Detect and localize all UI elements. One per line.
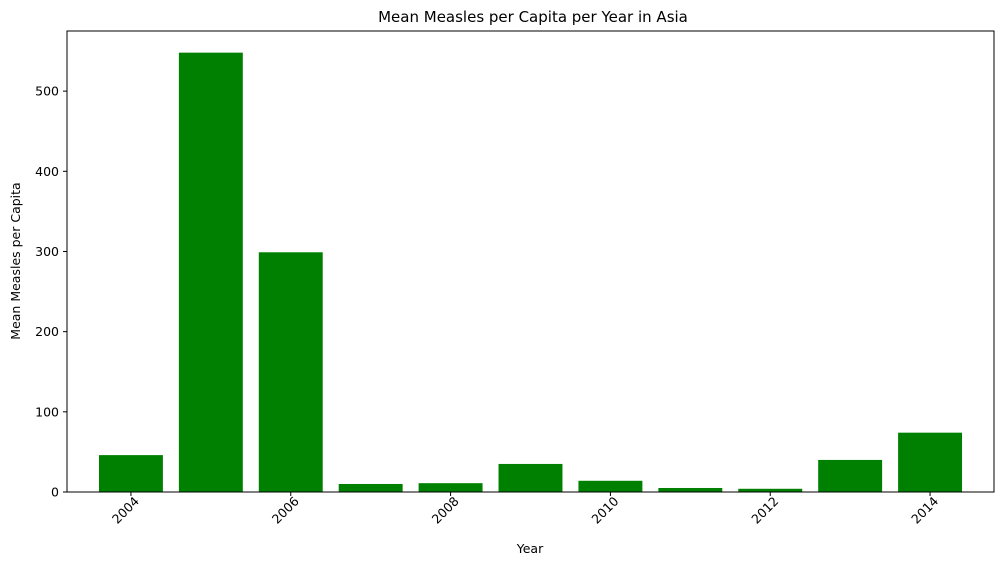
bar-2005 [178, 52, 243, 493]
bar-2012 [738, 488, 803, 492]
y-tick-label: 500 [35, 84, 59, 99]
y-tick-label: 100 [35, 404, 59, 419]
bar-2007 [338, 483, 403, 492]
bar-2009 [498, 463, 563, 492]
x-axis: 2004 2006 2008 2010 2012 2014 [109, 492, 941, 527]
chart-title: Mean Measles per Capita per Year in Asia [378, 8, 688, 26]
bar-2004 [98, 455, 163, 492]
y-tick-label: 0 [51, 485, 59, 500]
bar-2013 [818, 459, 883, 492]
plot-frame [66, 30, 995, 493]
y-tick-label: 200 [35, 324, 59, 339]
bar-2006 [258, 252, 323, 492]
x-tick-label: 2010 [588, 493, 621, 526]
x-tick-label: 2006 [269, 493, 302, 526]
y-tick-label: 300 [35, 244, 59, 259]
y-axis-label: Mean Measles per Capita [8, 182, 23, 339]
y-tick-label: 400 [35, 164, 59, 179]
bars-group [98, 52, 963, 493]
x-tick-label: 2014 [908, 493, 941, 526]
x-tick-label: 2012 [748, 494, 781, 527]
bar-2011 [658, 487, 723, 492]
bar-2010 [578, 480, 643, 492]
bar-2014 [898, 432, 963, 492]
bar-2008 [418, 483, 483, 492]
x-tick-label: 2008 [429, 493, 462, 526]
y-axis: 0 100 200 300 400 500 [35, 84, 67, 500]
x-tick-label: 2004 [109, 493, 142, 526]
x-axis-label: Year [516, 541, 544, 556]
